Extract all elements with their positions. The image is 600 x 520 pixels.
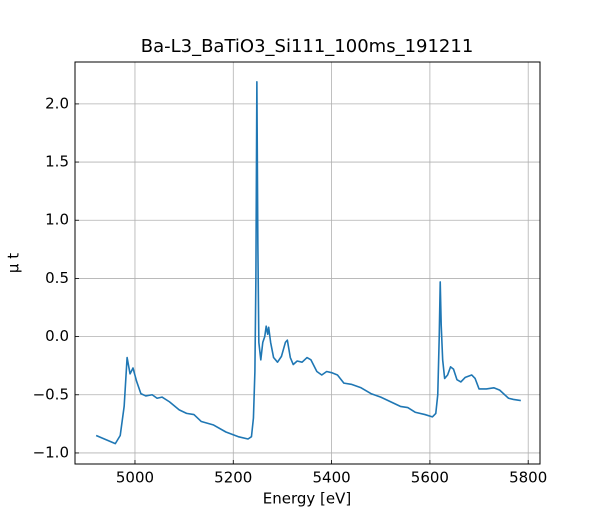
x-tick-label: 5400 xyxy=(312,469,350,487)
x-tick-label: 5000 xyxy=(116,469,154,487)
y-tick-label: 0.0 xyxy=(45,327,69,345)
y-tick-label: 1.5 xyxy=(45,153,69,171)
x-axis-label: Energy [eV] xyxy=(263,490,351,508)
plot-frame xyxy=(74,61,541,465)
y-tick-label: 0.5 xyxy=(45,269,69,287)
x-tick-label: 5600 xyxy=(411,469,449,487)
data-line xyxy=(95,80,521,445)
y-tick-label: 2.0 xyxy=(45,94,69,112)
y-axis-label: μ t xyxy=(5,253,23,273)
x-tick-label: 5200 xyxy=(214,469,252,487)
y-tick-label: −0.5 xyxy=(33,385,69,403)
y-tick-label: −1.0 xyxy=(33,443,69,461)
chart-title: Ba-L3_BaTiO3_Si111_100ms_191211 xyxy=(141,36,474,57)
x-tick-label: 5800 xyxy=(509,469,547,487)
y-tick-label: 1.0 xyxy=(45,211,69,229)
